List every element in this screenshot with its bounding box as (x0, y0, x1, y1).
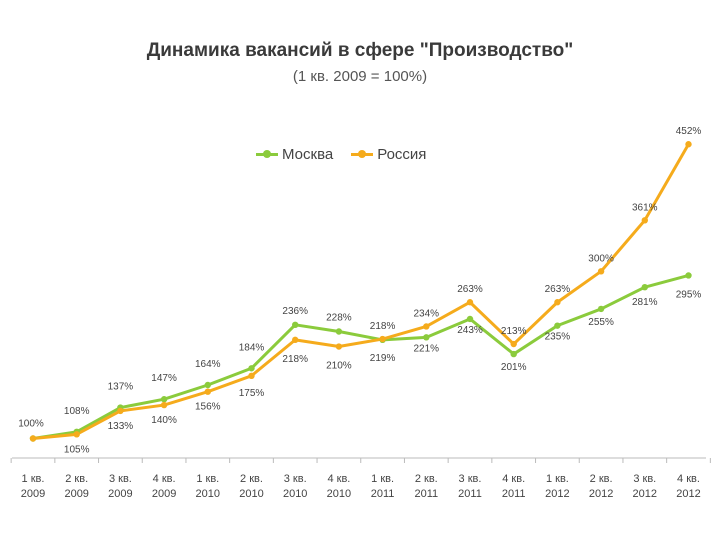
data-label-russia: 133% (108, 421, 134, 432)
legend-item-russia: Россия (351, 146, 426, 163)
x-tick-label: 1 кв. 2009 (21, 473, 45, 500)
data-label-moscow: 137% (108, 382, 134, 393)
data-label-moscow: 201% (501, 362, 527, 373)
data-point-russia (160, 401, 168, 409)
data-label-russia: 210% (326, 361, 352, 372)
data-point-russia (29, 435, 37, 442)
data-label-moscow: 228% (326, 312, 352, 323)
data-point-russia (466, 299, 474, 306)
legend-swatch-russia (351, 150, 374, 158)
data-point-moscow (641, 283, 648, 291)
data-point-moscow (248, 365, 255, 372)
data-point-russia (554, 299, 561, 306)
x-tick-label: 3 кв. 2009 (108, 473, 132, 500)
x-tick-label: 1 кв. 2012 (545, 473, 569, 500)
data-point-moscow (204, 381, 211, 389)
data-label-russia: 300% (588, 253, 614, 264)
data-label-moscow: 295% (676, 289, 702, 300)
data-point-russia (641, 217, 648, 224)
data-label-moscow: 108% (64, 406, 90, 417)
data-point-moscow (423, 334, 430, 341)
data-point-russia (248, 372, 255, 379)
x-tick-label: 1 кв. 2011 (371, 473, 395, 500)
x-tick-label: 1 кв. 2010 (196, 473, 220, 500)
data-point-russia (379, 335, 386, 343)
data-point-moscow (554, 322, 561, 329)
x-tick-label: 3 кв. 2012 (633, 473, 657, 500)
data-point-moscow (160, 396, 168, 403)
legend-swatch-moscow (256, 150, 278, 158)
x-tick-label: 2 кв. 2010 (239, 473, 263, 500)
data-label-moscow: 221% (414, 343, 440, 354)
data-label-moscow: 164% (195, 359, 221, 370)
data-point-moscow (292, 321, 299, 329)
legend-label-russia: Россия (377, 146, 427, 163)
data-label-russia: 213% (501, 326, 527, 337)
data-point-russia (423, 323, 430, 330)
legend: Москва Россия (256, 146, 426, 163)
data-label-russia: 140% (151, 415, 177, 426)
x-tick-label: 4 кв. 2011 (502, 473, 526, 500)
x-tick-label: 4 кв. 2012 (676, 473, 700, 500)
data-label-moscow: 235% (545, 332, 571, 343)
data-label-moscow: 218% (370, 321, 396, 332)
chart-subtitle: (1 кв. 2009 = 100%) (292, 68, 428, 85)
data-label-russia: 156% (195, 402, 221, 413)
data-point-moscow (466, 315, 474, 323)
data-point-moscow (597, 305, 605, 313)
series-line-russia (32, 143, 690, 440)
data-point-russia (597, 268, 605, 275)
data-label-moscow: 281% (632, 297, 658, 308)
data-label-moscow: 236% (282, 306, 308, 317)
data-label-russia: 234% (414, 308, 440, 319)
data-label-russia: 263% (457, 284, 483, 295)
data-point-russia (117, 407, 124, 415)
x-tick-label: 2 кв. 2012 (589, 473, 613, 500)
data-point-russia (510, 340, 517, 348)
x-tick-label: 4 кв. 2009 (152, 473, 176, 500)
x-tick-label: 4 кв. 2010 (327, 473, 351, 500)
chart-title: Динамика вакансий в сфере "Производство" (146, 40, 574, 61)
x-tick-label: 2 кв. 2011 (414, 473, 438, 500)
data-point-moscow (335, 328, 343, 335)
legend-item-moscow: Москва (256, 146, 333, 163)
data-point-moscow (510, 350, 517, 358)
x-tick-label: 2 кв. 2009 (64, 473, 88, 500)
data-label-moscow: 243% (457, 325, 483, 336)
data-label-russia: 361% (632, 202, 658, 213)
series-line-moscow (32, 274, 689, 440)
data-label-moscow: 184% (239, 342, 265, 353)
data-point-russia (292, 336, 299, 344)
data-label-russia: 218% (282, 354, 308, 365)
data-label-russia: 452% (676, 126, 702, 137)
data-point-russia (335, 343, 343, 350)
data-label-russia: 175% (239, 388, 265, 399)
data-label-moscow: 255% (588, 317, 614, 328)
data-point-russia (73, 431, 80, 438)
legend-label-moscow: Москва (282, 146, 334, 163)
data-label-russia: 263% (545, 284, 571, 295)
x-tick-label: 3 кв. 2011 (458, 473, 482, 500)
data-point-russia (204, 388, 211, 395)
data-label-moscow: 147% (151, 373, 177, 384)
data-label-russia: 219% (370, 353, 396, 364)
data-point-moscow (685, 272, 692, 279)
x-tick-label: 3 кв. 2010 (283, 473, 307, 500)
data-point-russia (685, 141, 692, 148)
data-label-russia: 100% (18, 419, 44, 430)
data-label-russia: 105% (64, 444, 90, 455)
